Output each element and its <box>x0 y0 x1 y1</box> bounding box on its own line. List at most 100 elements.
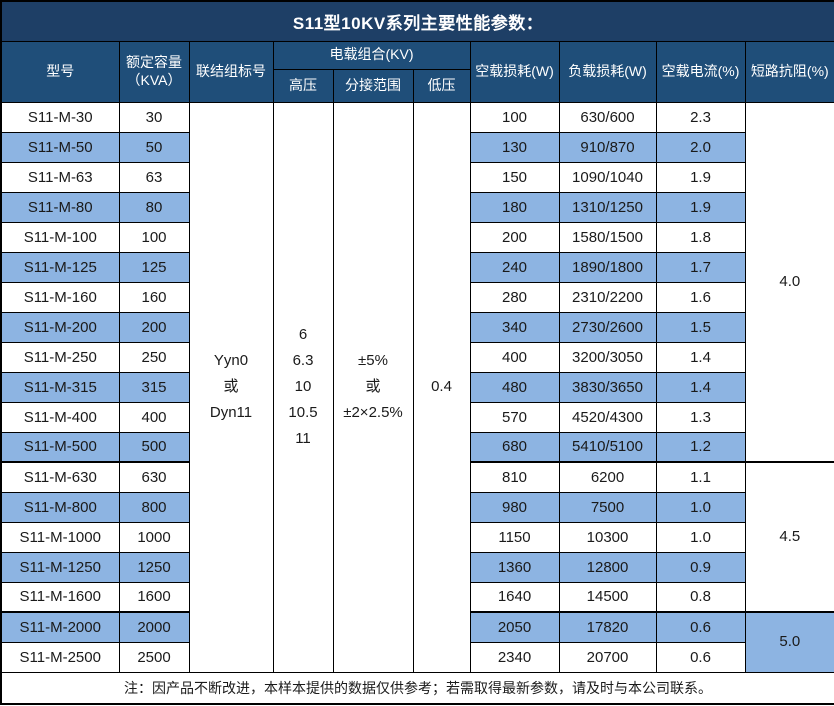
table-row: S11-M-160 160 280 2310/2200 1.6 <box>0 281 834 313</box>
no-load-loss-cell: 1360 <box>469 551 560 583</box>
table-row: S11-M-800 800 980 7500 1.0 <box>0 491 834 523</box>
impedance-cell: 5.0 <box>744 611 834 673</box>
capacity-cell: 500 <box>118 431 190 463</box>
model-cell: S11-M-500 <box>0 431 120 463</box>
load-loss-cell: 20700 <box>558 641 657 673</box>
load-loss-cell: 10300 <box>558 521 657 553</box>
table-row: S11-M-400 400 570 4520/4300 1.3 <box>0 401 834 433</box>
table-row: S11-M-100 100 200 1580/1500 1.8 <box>0 221 834 253</box>
connection-cell: Yyn0 或 Dyn11 <box>188 101 274 673</box>
load-loss-cell: 2730/2600 <box>558 311 657 343</box>
table-row: S11-M-315 315 480 3830/3650 1.4 <box>0 371 834 403</box>
no-load-loss-cell: 100 <box>469 101 560 133</box>
model-cell: S11-M-100 <box>0 221 120 253</box>
model-cell: S11-M-80 <box>0 191 120 223</box>
no-load-current-cell: 2.3 <box>655 101 746 133</box>
model-cell: S11-M-630 <box>0 461 120 493</box>
impedance-cell: 4.5 <box>744 461 834 613</box>
table-row: S11-M-2500 2500 2340 20700 0.6 <box>0 641 834 673</box>
table-row: S11-M-80 80 180 1310/1250 1.9 <box>0 191 834 223</box>
no-load-loss-cell: 200 <box>469 221 560 253</box>
no-load-current-cell: 1.8 <box>655 221 746 253</box>
load-loss-cell: 630/600 <box>558 101 657 133</box>
capacity-cell: 63 <box>118 161 190 193</box>
no-load-current-cell: 0.6 <box>655 641 746 673</box>
no-load-current-cell: 1.4 <box>655 341 746 373</box>
no-load-current-cell: 1.1 <box>655 461 746 493</box>
col-header-no-load-loss: 空载损耗(W) <box>469 40 560 103</box>
model-cell: S11-M-1600 <box>0 581 120 613</box>
no-load-loss-cell: 130 <box>469 131 560 163</box>
capacity-cell: 1600 <box>118 581 190 613</box>
table-row: S11-M-630 630 810 6200 1.1 4.5 <box>0 461 834 613</box>
col-header-lv: 低压 <box>412 68 471 103</box>
capacity-cell: 160 <box>118 281 190 313</box>
no-load-loss-cell: 980 <box>469 491 560 523</box>
load-loss-cell: 6200 <box>558 461 657 493</box>
capacity-cell: 1000 <box>118 521 190 553</box>
model-cell: S11-M-30 <box>0 101 120 133</box>
no-load-loss-cell: 680 <box>469 431 560 463</box>
table-row: S11-M-1250 1250 1360 12800 0.9 <box>0 551 834 583</box>
no-load-current-cell: 1.7 <box>655 251 746 283</box>
model-cell: S11-M-50 <box>0 131 120 163</box>
model-cell: S11-M-800 <box>0 491 120 523</box>
no-load-current-cell: 1.9 <box>655 191 746 223</box>
page-title: S11型10KV系列主要性能参数： <box>0 0 834 42</box>
model-cell: S11-M-160 <box>0 281 120 313</box>
capacity-cell: 100 <box>118 221 190 253</box>
no-load-current-cell: 0.8 <box>655 581 746 613</box>
capacity-cell: 1250 <box>118 551 190 583</box>
capacity-cell: 2500 <box>118 641 190 673</box>
no-load-loss-cell: 1150 <box>469 521 560 553</box>
col-header-no-load-current: 空载电流(%) <box>655 40 746 103</box>
col-header-impedance: 短路抗阻(%) <box>744 40 834 103</box>
load-loss-cell: 1090/1040 <box>558 161 657 193</box>
no-load-current-cell: 0.9 <box>655 551 746 583</box>
table-row: S11-M-125 125 240 1890/1800 1.7 <box>0 251 834 283</box>
capacity-cell: 315 <box>118 371 190 403</box>
col-header-tap-range: 分接范围 <box>332 68 414 103</box>
col-header-load-loss: 负载损耗(W) <box>558 40 657 103</box>
load-loss-cell: 7500 <box>558 491 657 523</box>
load-loss-cell: 4520/4300 <box>558 401 657 433</box>
model-cell: S11-M-2500 <box>0 641 120 673</box>
no-load-loss-cell: 570 <box>469 401 560 433</box>
no-load-current-cell: 0.6 <box>655 611 746 643</box>
footer-note: 注：因产品不断改进，本样本提供的数据仅供参考；若需取得最新参数，请及时与本公司联… <box>0 671 834 705</box>
no-load-current-cell: 1.2 <box>655 431 746 463</box>
no-load-current-cell: 1.6 <box>655 281 746 313</box>
load-loss-cell: 3830/3650 <box>558 371 657 403</box>
model-cell: S11-M-1000 <box>0 521 120 553</box>
load-loss-cell: 12800 <box>558 551 657 583</box>
table-row: S11-M-50 50 130 910/870 2.0 <box>0 131 834 163</box>
no-load-loss-cell: 280 <box>469 281 560 313</box>
no-load-current-cell: 1.5 <box>655 311 746 343</box>
model-cell: S11-M-200 <box>0 311 120 343</box>
capacity-cell: 800 <box>118 491 190 523</box>
no-load-current-cell: 2.0 <box>655 131 746 163</box>
table-row: S11-M-2000 2000 2050 17820 0.6 5.0 <box>0 611 834 673</box>
capacity-cell: 30 <box>118 101 190 133</box>
tap-range-cell: ±5% 或 ±2×2.5% <box>332 101 414 673</box>
no-load-loss-cell: 240 <box>469 251 560 283</box>
capacity-cell: 2000 <box>118 611 190 643</box>
load-loss-cell: 1580/1500 <box>558 221 657 253</box>
col-header-capacity: 额定容量 （KVA） <box>118 40 190 103</box>
model-cell: S11-M-1250 <box>0 551 120 583</box>
load-loss-cell: 5410/5100 <box>558 431 657 463</box>
no-load-loss-cell: 810 <box>469 461 560 493</box>
note-row: 注：因产品不断改进，本样本提供的数据仅供参考；若需取得最新参数，请及时与本公司联… <box>0 671 834 705</box>
lv-cell: 0.4 <box>412 101 471 673</box>
title-row: S11型10KV系列主要性能参数： <box>0 0 834 42</box>
col-header-voltage-group: 电载组合(KV) <box>272 40 471 70</box>
table-row: S11-M-500 500 680 5410/5100 1.2 <box>0 431 834 463</box>
capacity-cell: 125 <box>118 251 190 283</box>
capacity-cell: 80 <box>118 191 190 223</box>
no-load-current-cell: 1.3 <box>655 401 746 433</box>
capacity-cell: 50 <box>118 131 190 163</box>
table-row: S11-M-63 63 150 1090/1040 1.9 <box>0 161 834 193</box>
no-load-loss-cell: 180 <box>469 191 560 223</box>
load-loss-cell: 2310/2200 <box>558 281 657 313</box>
